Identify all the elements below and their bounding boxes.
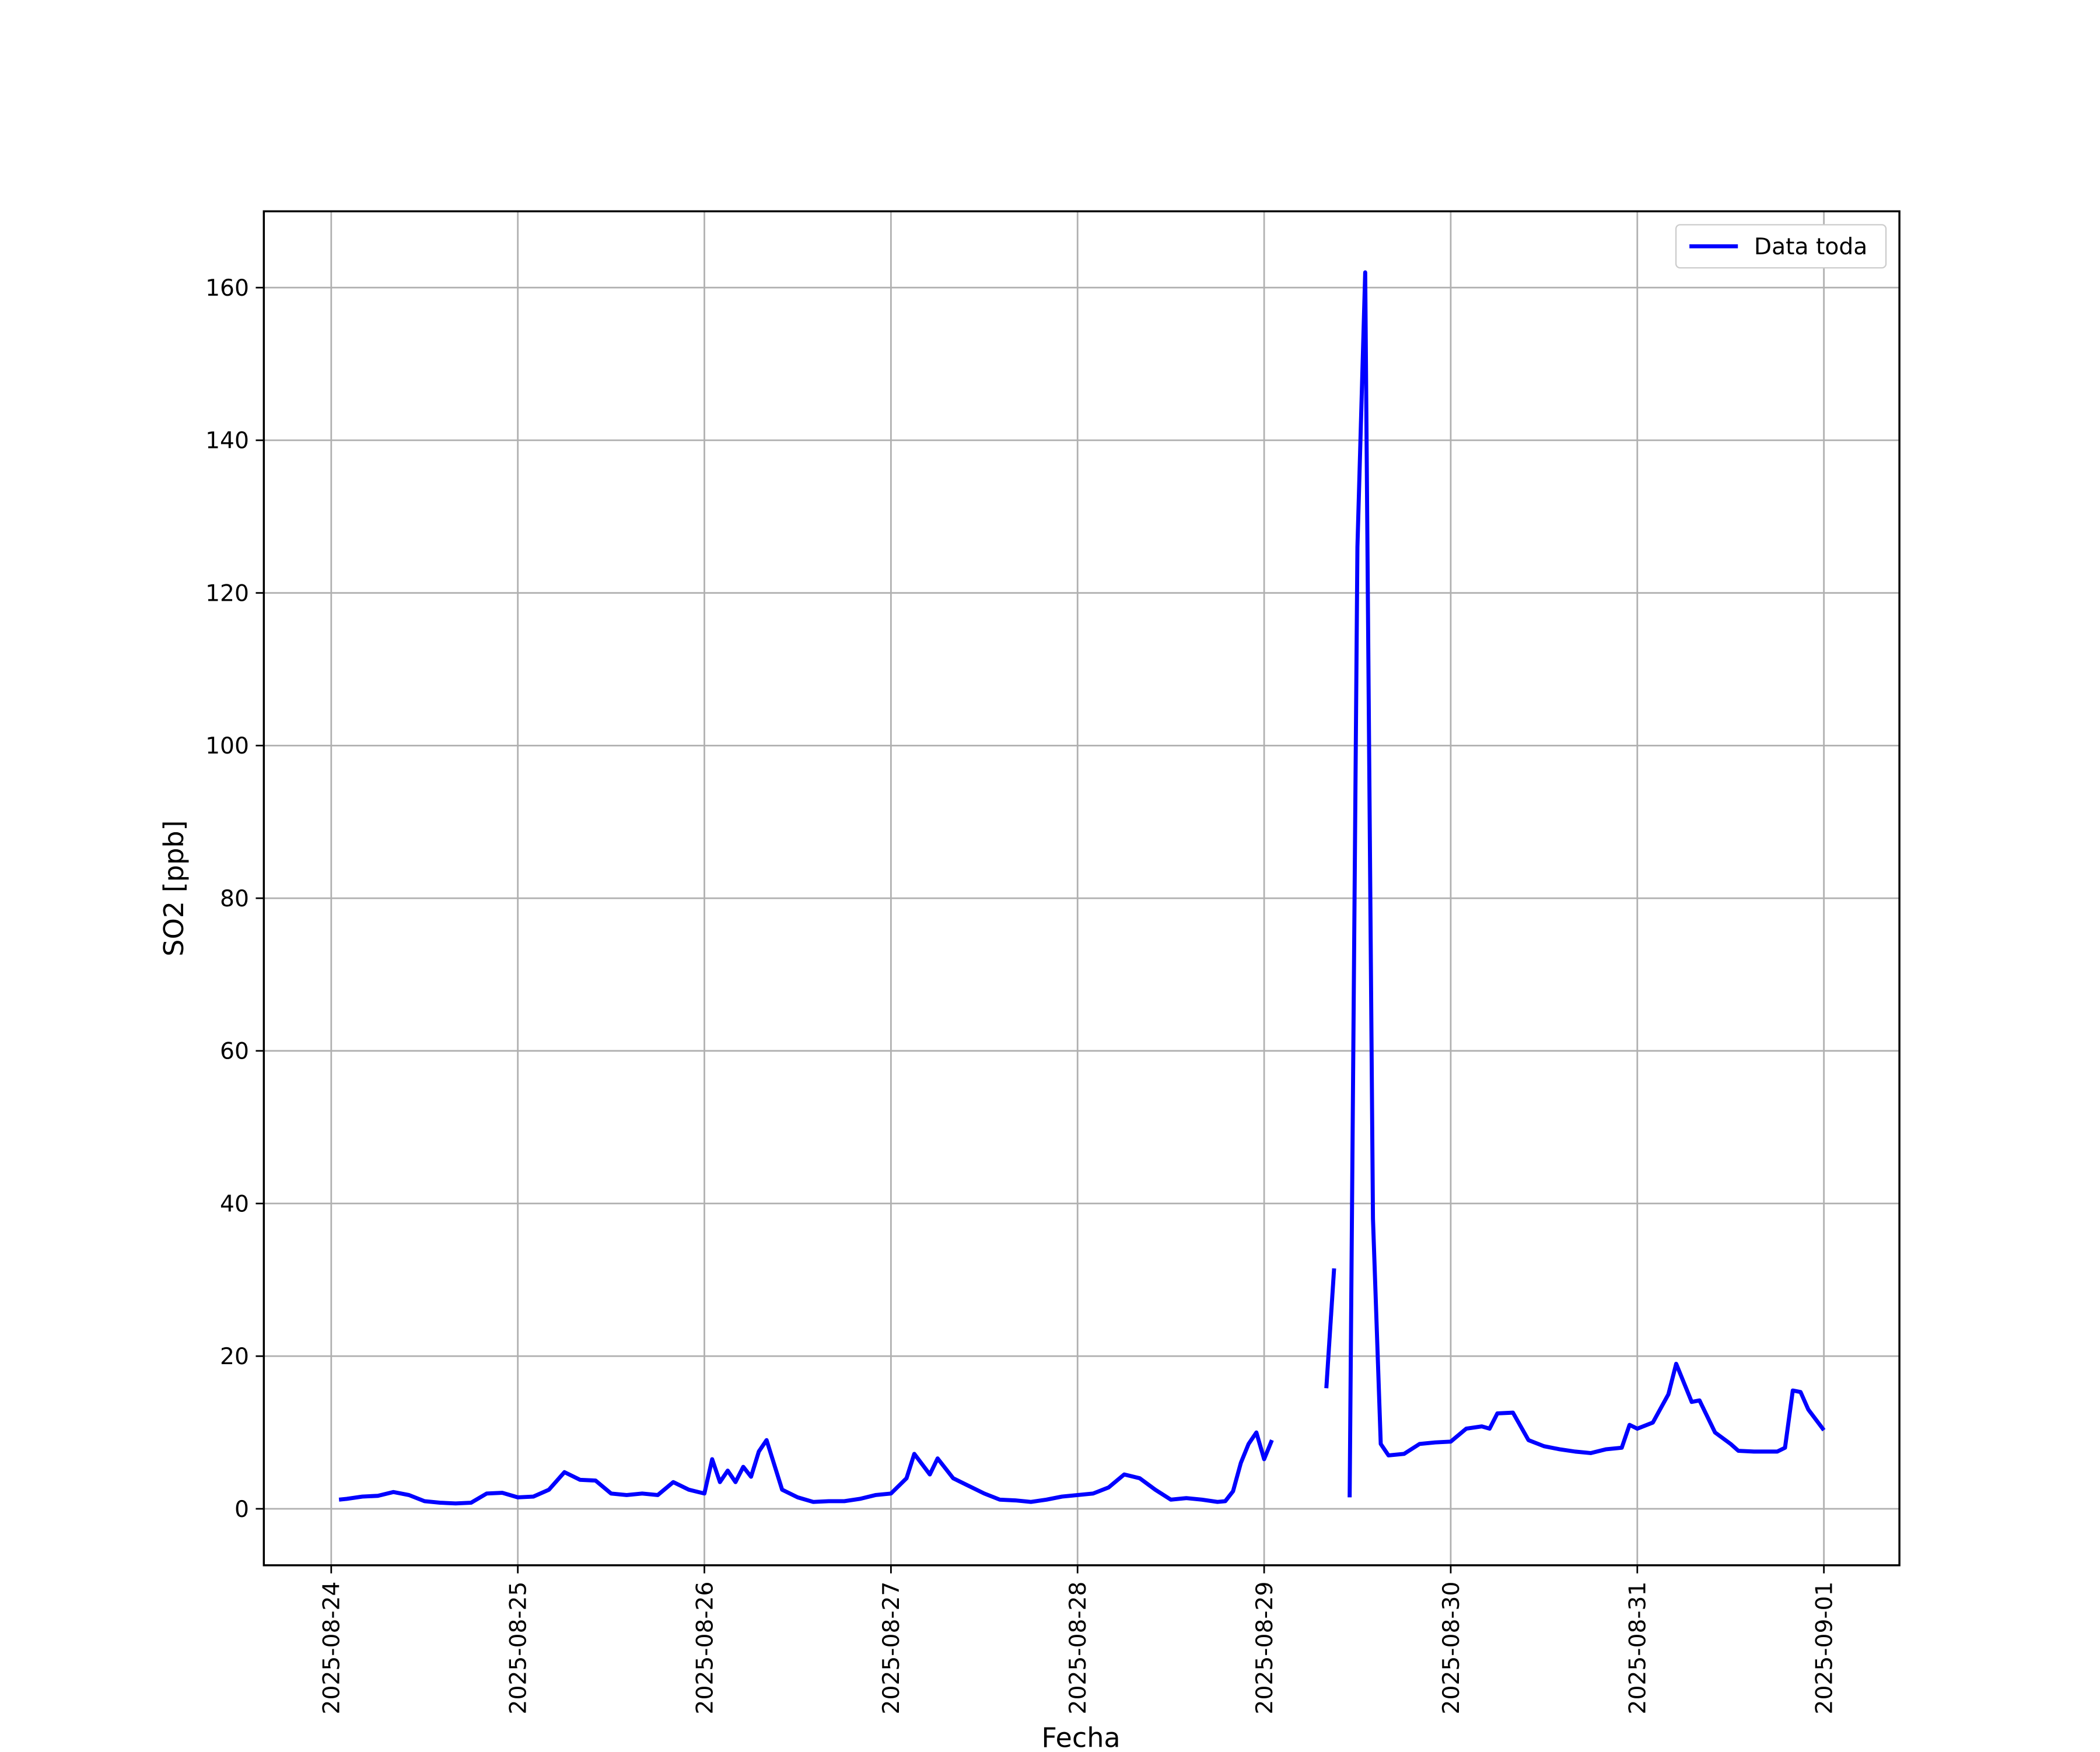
y-tick-label: 0 xyxy=(235,1497,249,1523)
y-axis-label: SO2 [ppb] xyxy=(158,820,190,956)
x-tick-label: 2025-08-26 xyxy=(692,1582,718,1715)
legend-box xyxy=(1675,224,1887,269)
data-line xyxy=(1324,1268,1336,1389)
y-tick-label: 20 xyxy=(220,1344,249,1370)
y-tick-label: 80 xyxy=(220,886,249,912)
x-tick-label: 2025-08-27 xyxy=(878,1582,905,1715)
x-tick-label: 2025-09-01 xyxy=(1812,1582,1838,1715)
x-tick-label: 2025-08-31 xyxy=(1625,1582,1651,1715)
x-tick-label: 2025-08-28 xyxy=(1065,1582,1091,1715)
y-tick-label: 40 xyxy=(220,1191,249,1217)
x-tick-label: 2025-08-30 xyxy=(1438,1582,1465,1715)
x-tick-label: 2025-08-29 xyxy=(1252,1582,1278,1715)
x-tick-label: 2025-08-24 xyxy=(319,1582,345,1715)
data-line xyxy=(1348,270,1826,1498)
y-tick-label: 120 xyxy=(205,580,249,607)
legend-label: Data toda xyxy=(1754,234,1867,260)
y-tick-label: 160 xyxy=(205,275,249,302)
y-tick-label: 140 xyxy=(205,428,249,454)
data-line xyxy=(338,1430,1274,1506)
y-tick-label: 60 xyxy=(220,1039,249,1065)
plot-frame xyxy=(262,210,1901,1567)
y-tick-label: 100 xyxy=(205,733,249,759)
x-axis-label: Fecha xyxy=(1041,1722,1120,1750)
x-tick-label: 2025-08-25 xyxy=(506,1582,532,1715)
legend: Data toda xyxy=(1675,224,1887,269)
